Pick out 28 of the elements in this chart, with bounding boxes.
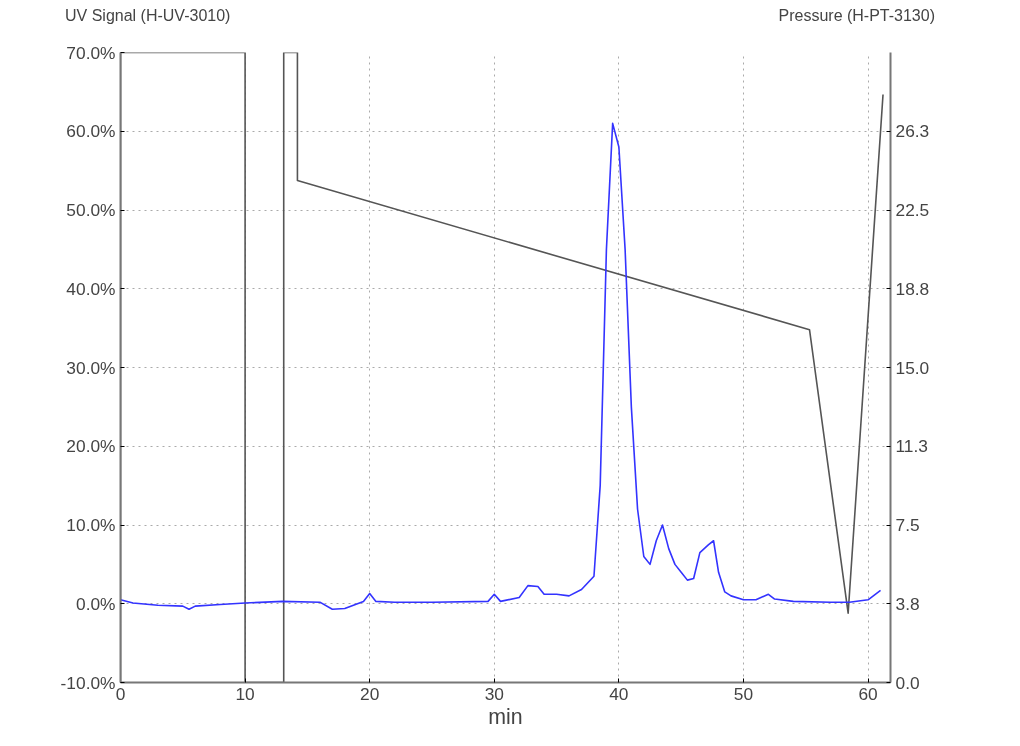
y-tick-label: 20.0% — [66, 436, 116, 457]
y2-tick-label: 0.0 — [895, 672, 920, 693]
x-tick-label: 50 — [733, 683, 754, 704]
y-tick-label: 70.0% — [66, 42, 116, 63]
y-axis-title: UV Signal (H-UV-3010) — [65, 6, 231, 26]
y-tick-label: 0.0% — [76, 593, 116, 614]
x-tick-label: 30 — [484, 683, 504, 704]
y-tick-label: 60.0% — [66, 121, 116, 142]
y2-tick-label: 22.5 — [895, 200, 930, 220]
y2-tick-label: 11.3 — [895, 436, 928, 457]
y-tick-label: 40.0% — [66, 278, 116, 299]
x-axis-title: min — [488, 704, 523, 729]
y2-tick-label: 15.0 — [895, 357, 930, 378]
x-tick-label: 10 — [235, 683, 255, 704]
x-tick-label: 0 — [115, 683, 126, 704]
y-tick-label: 50.0% — [66, 200, 116, 220]
x-tick-label: 20 — [360, 683, 380, 704]
y2-tick-label: 26.3 — [895, 121, 930, 142]
y-tick-label: 10.0% — [66, 515, 116, 535]
y-tick-label: -10.0% — [60, 672, 116, 693]
y2-tick-label: 18.8 — [895, 278, 930, 299]
y2-tick-label: 3.8 — [895, 593, 920, 614]
x-tick-label: 60 — [858, 683, 878, 704]
y2-axis-title: Pressure (H-PT-3130) — [778, 6, 935, 26]
line-series — [120, 122, 882, 611]
y-tick-label: 30.0% — [66, 357, 116, 378]
y2-tick-label: 7.5 — [895, 515, 920, 535]
x-tick-label: 40 — [609, 683, 629, 704]
